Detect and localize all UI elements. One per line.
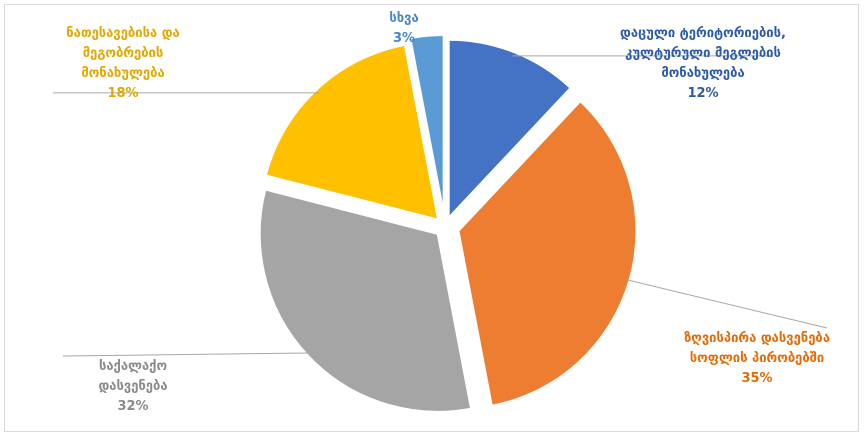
slice-name-label: სხვა — [389, 11, 418, 26]
slice-name-label: საქალაქო — [99, 359, 167, 374]
slice-label-group: დაცული ტერიტორიების, კულტურული მეგლების მო… — [620, 26, 786, 101]
pie-slice — [258, 188, 473, 413]
slice-name-label: დასვენება — [98, 379, 167, 394]
pie-chart: დაცული ტერიტორიების, კულტურული მეგლების მო… — [53, 11, 830, 414]
slice-name-label: ნათესავებისა და — [66, 26, 180, 41]
slice-name-label: მონახულება — [661, 66, 744, 81]
slice-name-label: დაცული ტერიტორიების, — [620, 26, 786, 41]
slice-value-label: 3% — [393, 31, 415, 46]
slice-value-label: 18% — [107, 86, 138, 101]
slice-label-group: ზღვისპირა დასვენება სოფლის პირობებში 35% — [684, 331, 830, 386]
slice-label-group: ნათესავებისა და მეგობრების მონახულება 18% — [66, 26, 180, 101]
pie-slice — [264, 43, 440, 222]
chart-frame: დაცული ტერიტორიების, კულტურული მეგლების მო… — [4, 4, 859, 432]
slice-name-label: სოფლის პირობებში — [690, 351, 824, 366]
leader-line — [625, 278, 828, 329]
slice-label-group: სხვა 3% — [389, 11, 418, 46]
slices-layer — [258, 34, 638, 413]
slice-value-label: 35% — [741, 371, 772, 386]
slice-value-label: 32% — [117, 399, 148, 414]
slice-name-label: მეგობრების — [83, 46, 164, 61]
leader-line — [62, 352, 311, 357]
slice-label-group: საქალაქო დასვენება 32% — [98, 359, 167, 414]
pie-slice — [409, 34, 445, 214]
slice-name-label: კულტურული მეგლების — [625, 46, 781, 61]
slice-name-label: ზღვისპირა დასვენება — [684, 331, 830, 346]
pie-slice — [447, 38, 572, 221]
slice-value-label: 12% — [687, 86, 718, 101]
slice-name-label: მონახულება — [81, 66, 164, 81]
labels-layer: დაცული ტერიტორიების, კულტურული მეგლების მო… — [66, 11, 830, 414]
leader-lines-layer — [53, 55, 828, 357]
